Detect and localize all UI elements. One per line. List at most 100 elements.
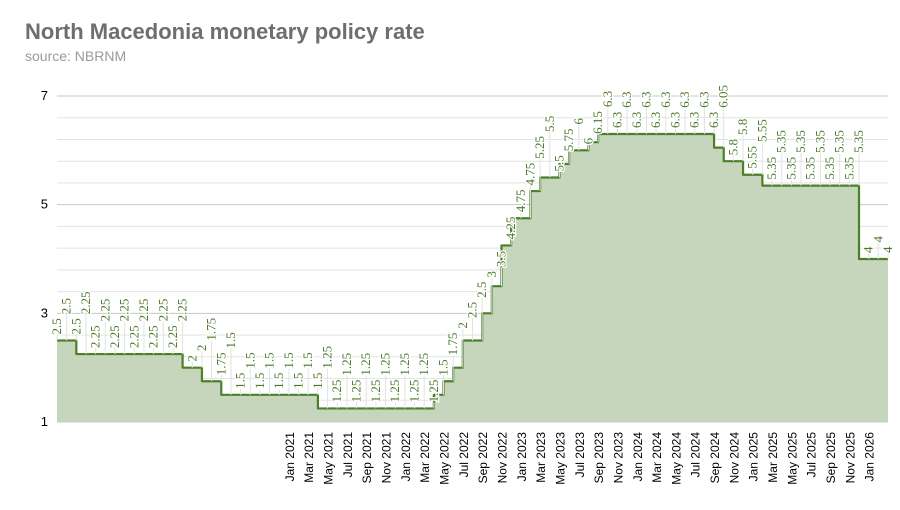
data-label: 6 bbox=[580, 137, 595, 144]
data-label: 6.3 bbox=[629, 112, 644, 128]
data-label: 1.5 bbox=[233, 373, 248, 389]
data-label: 1.25 bbox=[387, 380, 402, 403]
x-tick-label: Sep 2023 bbox=[592, 432, 606, 484]
data-label: 2.25 bbox=[155, 299, 170, 322]
data-label: 5.35 bbox=[793, 130, 808, 153]
data-label: 1.5 bbox=[242, 352, 257, 368]
data-label: 1.5 bbox=[223, 332, 238, 348]
data-label: 1.5 bbox=[271, 373, 286, 389]
x-tick-label: Sep 2024 bbox=[708, 432, 722, 484]
data-label: 4.75 bbox=[522, 163, 537, 186]
data-label: 4 bbox=[870, 236, 885, 243]
x-tick-label: Jan 2021 bbox=[283, 432, 297, 482]
x-tick-label: Nov 2025 bbox=[843, 432, 857, 484]
data-label: 2 bbox=[194, 345, 209, 352]
data-label: 5.35 bbox=[803, 157, 818, 180]
data-label: 2 bbox=[184, 355, 199, 362]
x-tick-label: May 2022 bbox=[438, 432, 452, 485]
data-label: 2.5 bbox=[465, 302, 480, 318]
data-label: 2.25 bbox=[126, 325, 141, 348]
data-label: 5.5 bbox=[551, 155, 566, 171]
data-label: 3.5 bbox=[493, 251, 508, 267]
x-tick-label: Mar 2025 bbox=[766, 432, 780, 483]
x-tick-label: Jan 2026 bbox=[863, 432, 877, 482]
x-tick-label: Nov 2024 bbox=[727, 432, 741, 484]
x-tick-label: Sep 2025 bbox=[824, 432, 838, 484]
data-label: 5.55 bbox=[745, 146, 760, 169]
data-label: 5.8 bbox=[725, 139, 740, 155]
data-label: 4.75 bbox=[513, 190, 528, 213]
data-label: 1.25 bbox=[339, 353, 354, 376]
data-label: 1.25 bbox=[358, 353, 373, 376]
data-label: 2.5 bbox=[59, 298, 74, 314]
data-label: 1.5 bbox=[300, 352, 315, 368]
data-label: 5.35 bbox=[783, 157, 798, 180]
data-label: 6.3 bbox=[638, 92, 653, 108]
y-tick-label: 3 bbox=[41, 305, 48, 320]
data-label: 1.75 bbox=[213, 353, 228, 376]
data-label: 6.3 bbox=[687, 112, 702, 128]
data-label: 1.25 bbox=[349, 380, 364, 403]
data-label: 2.25 bbox=[107, 325, 122, 348]
data-label: 5.8 bbox=[735, 119, 750, 135]
data-label: 6.15 bbox=[590, 111, 605, 134]
x-tick-label: Nov 2023 bbox=[611, 432, 625, 484]
data-label: 2.25 bbox=[165, 325, 180, 348]
data-label: 1.25 bbox=[368, 380, 383, 403]
data-label: 2.5 bbox=[474, 282, 489, 298]
x-tick-label: Mar 2023 bbox=[534, 432, 548, 483]
data-label: 2.25 bbox=[136, 299, 151, 322]
data-label: 6.3 bbox=[648, 112, 663, 128]
data-label: 5.35 bbox=[822, 157, 837, 180]
data-label: 1.5 bbox=[252, 373, 267, 389]
data-label: 1.25 bbox=[378, 353, 393, 376]
data-label: 1.5 bbox=[436, 359, 451, 375]
x-tick-label: Jul 2022 bbox=[457, 432, 471, 478]
x-tick-label: Sep 2021 bbox=[360, 432, 374, 484]
x-tick-label: Mar 2021 bbox=[302, 432, 316, 483]
data-label: 6.3 bbox=[706, 112, 721, 128]
data-label: 6.3 bbox=[609, 112, 624, 128]
data-label: 1.5 bbox=[310, 373, 325, 389]
data-label: 1.25 bbox=[426, 380, 441, 403]
data-label: 2.25 bbox=[175, 299, 190, 322]
data-label: 5.75 bbox=[561, 129, 576, 152]
data-label: 1.5 bbox=[262, 352, 277, 368]
data-label: 6.3 bbox=[619, 92, 634, 108]
data-label: 6.3 bbox=[677, 92, 692, 108]
chart-title: North Macedonia monetary policy rate bbox=[25, 19, 425, 44]
x-tick-label: Mar 2022 bbox=[418, 432, 432, 483]
data-label: 2.25 bbox=[146, 325, 161, 348]
chart-subtitle: source: NBRNM bbox=[25, 48, 127, 64]
x-tick-label: Nov 2021 bbox=[380, 432, 394, 484]
data-label: 5.35 bbox=[812, 130, 827, 153]
x-tick-label: Jan 2023 bbox=[515, 432, 529, 482]
x-tick-label: Nov 2022 bbox=[495, 432, 509, 484]
data-label: 1.5 bbox=[291, 373, 306, 389]
x-tick-label: Jan 2024 bbox=[631, 432, 645, 482]
x-tick-label: Jul 2024 bbox=[689, 432, 703, 478]
data-label: 4.25 bbox=[503, 217, 518, 240]
data-label-leaders bbox=[56, 107, 889, 409]
data-label: 1.25 bbox=[320, 346, 335, 369]
y-tick-label: 5 bbox=[41, 197, 48, 212]
data-label: 1.5 bbox=[281, 352, 296, 368]
x-tick-label: Jan 2025 bbox=[747, 432, 761, 482]
x-tick-label: Jul 2025 bbox=[805, 432, 819, 478]
data-label: 2.25 bbox=[88, 325, 103, 348]
data-label: 5.35 bbox=[851, 130, 866, 153]
x-tick-label: Sep 2022 bbox=[476, 432, 490, 484]
data-label: 1.75 bbox=[445, 333, 460, 356]
data-label: 5.55 bbox=[754, 119, 769, 142]
data-label: 6.3 bbox=[600, 91, 615, 107]
data-label: 2.25 bbox=[117, 299, 132, 322]
data-label: 5.5 bbox=[542, 116, 557, 132]
data-label: 2.5 bbox=[49, 318, 64, 334]
data-label: 4 bbox=[861, 246, 876, 253]
x-tick-label: Mar 2024 bbox=[650, 432, 664, 483]
x-tick-label: Jul 2021 bbox=[341, 432, 355, 478]
data-label: 1.75 bbox=[204, 318, 219, 341]
data-label: 5.35 bbox=[774, 130, 789, 153]
x-tick-label: May 2024 bbox=[669, 432, 683, 485]
